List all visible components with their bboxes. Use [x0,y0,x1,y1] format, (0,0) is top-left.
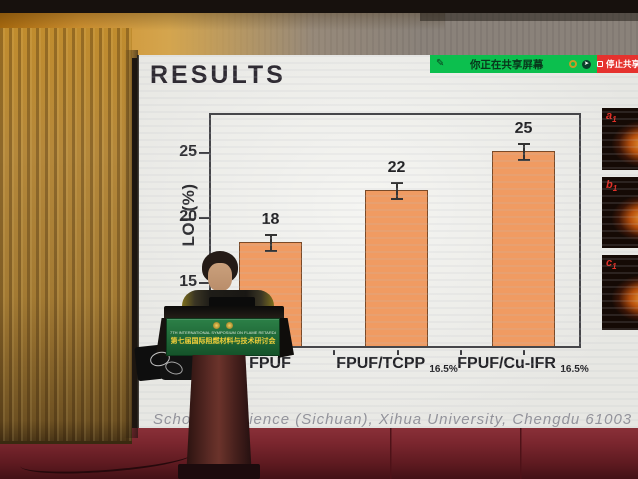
photo-label-text: a [606,110,613,122]
podium-base [178,464,260,479]
monitor-icon [597,61,603,67]
podium-top [164,306,284,320]
y-tick-label-25: 25 [179,143,197,160]
x-tick-mark [333,350,335,355]
flame-photo-c1: c1 [602,255,638,330]
photo-label-text: c [606,257,613,269]
banner-chinese-line: 第七届国际阻燃材料与技术研讨会 [170,338,276,345]
presenter-face [208,263,232,291]
y-tick-label-20: 20 [179,208,197,225]
category-text: FPUF [249,355,291,372]
photo-label-a1: a1 [606,110,617,124]
curtain-screen-shadow [124,50,138,438]
slide-footer-affiliation: School of Science (Sichuan), Xihua Unive… [153,411,633,428]
bar-value-label: 18 [261,211,280,228]
x-tick-mark [397,350,399,355]
y-tick-mark [199,282,209,284]
bar-value-label: 25 [514,120,533,137]
share-tool-arrow-icon[interactable]: ➤ [582,59,591,69]
emblem-icon [226,322,233,329]
flame-photo-b1: b1 [602,177,638,248]
ceiling-beam [0,0,638,13]
photo-label-text: b [606,179,613,191]
share-status-label: 你正在共享屏幕 [469,58,544,71]
bar-value-label: 22 [387,159,406,176]
stop-share-button[interactable]: 停止共享 [597,55,638,73]
stop-share-label: 停止共享 [605,59,638,69]
bar-fpuf-tcpp: 22 [365,159,428,346]
bar-fpuf-cu-ifr: 25 [492,120,555,346]
x-category-label-fpuf-cu-ifr: FPUF/Cu-IFR 16.5% [457,355,588,375]
ceiling-beam-shadow [420,13,638,21]
error-bar [390,182,403,200]
banner-english-line: 7TH INTERNATIONAL SYMPOSIUM ON FLAME RET… [170,330,276,335]
emblem-icon [213,322,220,329]
podium-banner: 7TH INTERNATIONAL SYMPOSIUM ON FLAME RET… [166,318,280,356]
conference-emblems [213,322,233,329]
podium-pillar [186,355,252,479]
x-category-label-fpuf: FPUF [249,355,291,375]
x-tick-mark [523,350,525,355]
category-subscript: 16.5% [429,364,458,376]
y-tick-label-15: 15 [179,273,197,290]
error-bar [517,143,530,161]
share-tool-icon[interactable] [569,60,577,68]
y-tick-mark [199,152,209,154]
photo-label-subscript: 1 [612,262,617,272]
slide-title: RESULTS [150,61,286,89]
photo-label-c1: c1 [606,257,617,271]
annotate-pencil-icon[interactable]: ✎ [436,58,445,69]
gold-curtain-left [0,28,132,444]
category-text: FPUF/TCPP [336,355,425,372]
flame-photo-a1: a1 [602,108,638,170]
error-bar [264,234,277,252]
category-text: FPUF/Cu-IFR [457,355,556,372]
screen-share-banner: ✎ 你正在共享屏幕 ➤ [430,55,597,73]
x-tick-mark [460,350,462,355]
photo-label-b1: b1 [606,179,617,193]
photo-label-subscript: 1 [612,184,618,194]
category-subscript: 16.5% [560,364,589,376]
y-tick-mark [199,217,209,219]
x-category-label-fpuf-tcpp: FPUF/TCPP 16.5% [336,355,457,375]
photo-label-subscript: 1 [612,115,617,125]
